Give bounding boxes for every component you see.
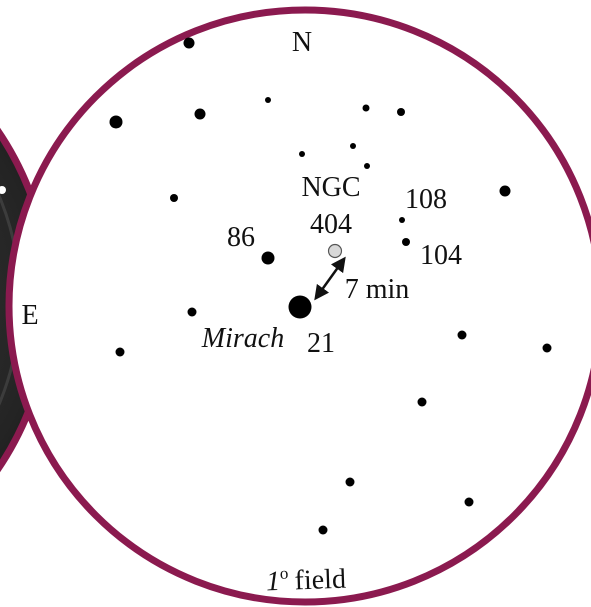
star	[417, 397, 427, 407]
star	[350, 143, 356, 149]
star	[170, 194, 178, 202]
star	[265, 97, 271, 103]
north-label: N	[292, 27, 312, 58]
field-degree-sup: o	[280, 564, 289, 583]
star	[364, 163, 370, 169]
mirach-number-label: 21	[307, 328, 335, 359]
star-mirach	[288, 295, 312, 319]
star	[109, 115, 123, 129]
field-degree: 1	[266, 566, 281, 597]
galaxy-ngc-404	[327, 243, 343, 259]
separation-label: 7 min	[345, 274, 410, 305]
ngc-label: NGC	[301, 172, 360, 203]
finder-star	[0, 186, 6, 194]
east-label: E	[21, 300, 38, 331]
star-108-label: 108	[405, 184, 447, 215]
star	[399, 217, 405, 223]
star	[187, 307, 197, 317]
star	[362, 104, 370, 112]
mirach-label: Mirach	[201, 323, 284, 354]
eyepiece-field: N E NGC 404 86 108 104 7 min Mirach 21 1…	[5, 6, 591, 606]
star	[499, 185, 511, 197]
star	[397, 108, 405, 116]
star	[464, 497, 474, 507]
star-field	[109, 37, 552, 535]
separation-arrow	[314, 256, 346, 301]
ngc-number-label: 404	[310, 209, 352, 240]
field-size-label: 1o field	[266, 562, 347, 598]
star	[299, 151, 305, 157]
field-word: field	[294, 564, 346, 597]
star-104-label: 104	[420, 240, 462, 271]
star	[194, 108, 206, 120]
star	[318, 525, 328, 535]
star-86-label: 86	[227, 222, 255, 253]
star	[345, 477, 355, 487]
star	[457, 330, 467, 340]
star	[183, 37, 195, 49]
star-104	[402, 238, 410, 246]
star-86	[261, 251, 275, 265]
star	[542, 343, 552, 353]
star	[115, 347, 125, 357]
